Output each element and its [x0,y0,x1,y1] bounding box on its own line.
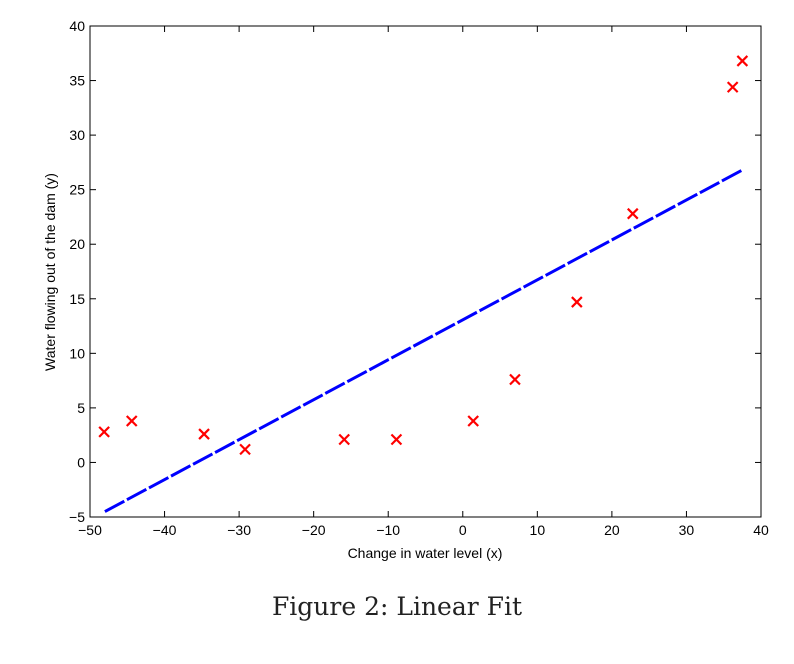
x-tick-label: 10 [530,522,546,538]
data-point-x-marker [239,443,251,456]
y-tick-label: 25 [69,182,85,198]
data-point-x-marker [390,433,403,446]
scatter-chart: −50 −40 −30 −20 −10 0 10 20 30 40−505101520253035… [42,18,769,561]
y-tick-label: 10 [69,345,85,361]
y-tick-label: 35 [69,73,85,89]
data-point-x-marker [125,415,138,427]
data-point-x-marker [98,426,110,438]
data-point-x-marker [338,433,351,446]
data-point-x-marker [571,296,583,308]
y-tick-label: 15 [69,291,85,307]
y-tick-label: 40 [69,18,85,34]
x-tick-label: 20 [604,522,620,538]
data-point-x-marker [736,55,749,67]
data-point-x-marker [467,415,479,427]
axis-ticks [89,25,762,518]
data-point-x-marker [726,81,739,93]
x-tick-label: −30 [227,522,251,538]
y-tick-label: 20 [69,236,85,252]
data-point-x-marker [626,207,639,220]
y-tick-label: −5 [69,509,85,525]
x-tick-label: −20 [302,522,326,538]
data-point-x-marker [198,428,210,440]
data-points [98,55,749,456]
plot-area [89,25,762,518]
x-tick-label: 0 [459,522,467,538]
y-tick-label: 5 [77,400,85,416]
fit-line [104,168,744,513]
axis-tick-labels: −50 −40 −30 −20 −10 0 10 20 30 40−505101520253035… [69,18,769,538]
x-axis-label: Change in water level (x) [348,545,503,561]
data-point-x-marker [509,373,521,386]
x-tick-label: −40 [153,522,177,538]
x-tick-label: −10 [376,522,400,538]
x-tick-label: 30 [679,522,695,538]
y-axis-label: Water flowing out of the dam (y) [42,173,58,371]
y-tick-label: 30 [69,127,85,143]
figure-caption: Figure 2: Linear Fit [271,592,523,621]
y-tick-label: 0 [77,454,85,470]
fit-line-group [104,168,744,513]
x-tick-label: −50 [78,522,102,538]
x-tick-label: 40 [753,522,769,538]
